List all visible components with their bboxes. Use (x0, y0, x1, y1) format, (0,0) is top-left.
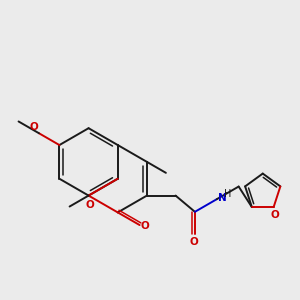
Text: O: O (141, 221, 149, 231)
Text: O: O (190, 237, 198, 247)
Text: H: H (224, 189, 231, 199)
Text: O: O (270, 210, 279, 220)
Text: O: O (29, 122, 38, 132)
Text: O: O (85, 200, 94, 209)
Text: N: N (218, 193, 226, 203)
